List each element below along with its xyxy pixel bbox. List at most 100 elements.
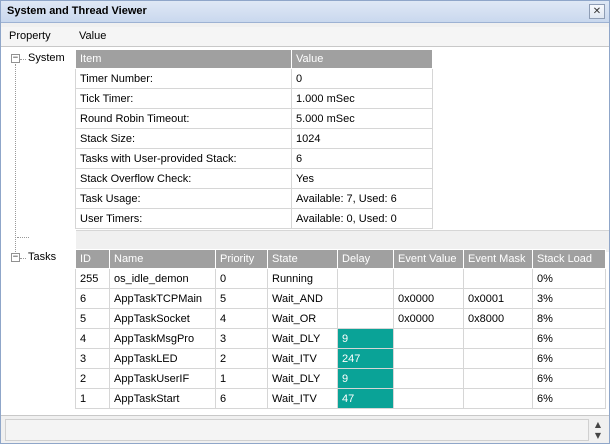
task-event-mask-cell [463,388,533,409]
task-event-value-cell [393,388,464,409]
system-table-row[interactable]: Timer Number: 0 [75,68,433,89]
value-column-header[interactable]: Value [79,30,107,42]
task-stack-load-cell: 8% [532,308,606,329]
task-event-value-cell [393,348,464,369]
task-event-mask-cell [463,368,533,389]
system-item-cell: Round Robin Timeout: [75,108,292,129]
system-table-row[interactable]: Stack Overflow Check: Yes [75,168,433,189]
task-state-cell: Wait_ITV [267,388,338,409]
column-header-event-value[interactable]: Event Value [393,249,464,269]
task-row[interactable]: 255 os_idle_demon 0 Running 0% [75,268,606,289]
column-header-row: Property Value [1,27,609,47]
column-header-name[interactable]: Name [109,249,216,269]
task-delay-cell [337,308,394,329]
task-stack-load-cell: 3% [532,288,606,309]
task-priority-cell: 3 [215,328,268,349]
scroll-up-icon[interactable]: ▲ [594,420,602,429]
tasks-collapse-toggle[interactable]: − [11,253,20,262]
task-stack-load-cell: 6% [532,328,606,349]
system-item-cell: Tick Timer: [75,88,292,109]
system-table-row[interactable]: Tick Timer: 1.000 mSec [75,88,433,109]
task-event-value-cell [393,328,464,349]
task-priority-cell: 5 [215,288,268,309]
close-button[interactable]: ✕ [589,4,605,19]
system-item-cell: Timer Number: [75,68,292,89]
system-properties-table: Item Value Timer Number: 0 Tick Timer: 1.00… [75,49,433,229]
system-table-header-row: Item Value [75,49,433,69]
task-state-cell: Wait_DLY [267,368,338,389]
column-header-value[interactable]: Value [291,49,433,69]
tree-connector-line [15,64,16,258]
task-event-value-cell: 0x0000 [393,288,464,309]
task-stack-load-cell: 6% [532,388,606,409]
status-area: ▲ ▼ [1,415,609,443]
task-row[interactable]: 2 AppTaskUserIF 1 Wait_DLY 9 6% [75,368,606,389]
system-table-row[interactable]: User Timers: Available: 0, Used: 0 [75,208,433,229]
system-value-cell: 1.000 mSec [291,88,433,109]
task-row[interactable]: 5 AppTaskSocket 4 Wait_OR 0x0000 0x8000 8% [75,308,606,329]
close-icon: ✕ [592,6,602,17]
system-value-cell: 1024 [291,128,433,149]
task-row[interactable]: 3 AppTaskLED 2 Wait_ITV 247 6% [75,348,606,369]
column-header-state[interactable]: State [267,249,338,269]
system-table-row[interactable]: Tasks with User-provided Stack: 6 [75,148,433,169]
task-row[interactable]: 4 AppTaskMsgPro 3 Wait_DLY 9 6% [75,328,606,349]
system-item-cell: Task Usage: [75,188,292,209]
column-header-priority[interactable]: Priority [215,249,268,269]
property-column-header[interactable]: Property [9,30,51,42]
task-row[interactable]: 6 AppTaskTCPMain 5 Wait_AND 0x0000 0x0001 3% [75,288,606,309]
system-item-cell: Tasks with User-provided Stack: [75,148,292,169]
column-header-item[interactable]: Item [75,49,292,69]
tree-node-tasks[interactable]: Tasks [28,251,57,263]
task-state-cell: Running [267,268,338,289]
system-collapse-toggle[interactable]: − [11,54,20,63]
task-name-cell: AppTaskSocket [109,308,216,329]
task-id-cell: 1 [75,388,110,409]
system-value-cell: Available: 0, Used: 0 [291,208,433,229]
system-value-cell: 6 [291,148,433,169]
scroll-down-icon[interactable]: ▼ [594,431,602,440]
description-field [5,419,589,441]
column-header-event-mask[interactable]: Event Mask [463,249,533,269]
separator-row [76,230,609,252]
task-state-cell: Wait_AND [267,288,338,309]
column-header-delay[interactable]: Delay [337,249,394,269]
column-header-stack-load[interactable]: Stack Load [532,249,606,269]
system-table-row[interactable]: Task Usage: Available: 7, Used: 6 [75,188,433,209]
tasks-table: ID Name Priority State Delay Event Value… [75,249,606,409]
task-state-cell: Wait_ITV [267,348,338,369]
task-id-cell: 2 [75,368,110,389]
task-delay-cell: 9 [337,328,394,349]
task-priority-cell: 0 [215,268,268,289]
task-event-mask-cell: 0x0001 [463,288,533,309]
task-stack-load-cell: 6% [532,348,606,369]
task-priority-cell: 1 [215,368,268,389]
title-bar[interactable]: System and Thread Viewer ✕ [1,1,609,23]
task-event-mask-cell [463,348,533,369]
task-state-cell: Wait_OR [267,308,338,329]
task-delay-cell [337,268,394,289]
task-delay-cell: 247 [337,348,394,369]
task-state-cell: Wait_DLY [267,328,338,349]
task-priority-cell: 6 [215,388,268,409]
task-event-mask-cell [463,328,533,349]
system-value-cell: 0 [291,68,433,89]
system-value-cell: 5.000 mSec [291,108,433,129]
task-id-cell: 5 [75,308,110,329]
task-delay-cell [337,288,394,309]
column-header-id[interactable]: ID [75,249,110,269]
task-stack-load-cell: 6% [532,368,606,389]
task-name-cell: os_idle_demon [109,268,216,289]
tree-node-system[interactable]: System [28,52,65,64]
tasks-table-header-row: ID Name Priority State Delay Event Value… [75,249,606,269]
minus-icon: − [12,53,19,63]
task-id-cell: 255 [75,268,110,289]
task-name-cell: AppTaskUserIF [109,368,216,389]
task-stack-load-cell: 0% [532,268,606,289]
task-event-value-cell [393,368,464,389]
task-id-cell: 6 [75,288,110,309]
system-table-row[interactable]: Round Robin Timeout: 5.000 mSec [75,108,433,129]
system-table-row[interactable]: Stack Size: 1024 [75,128,433,149]
task-row[interactable]: 1 AppTaskStart 6 Wait_ITV 47 6% [75,388,606,409]
